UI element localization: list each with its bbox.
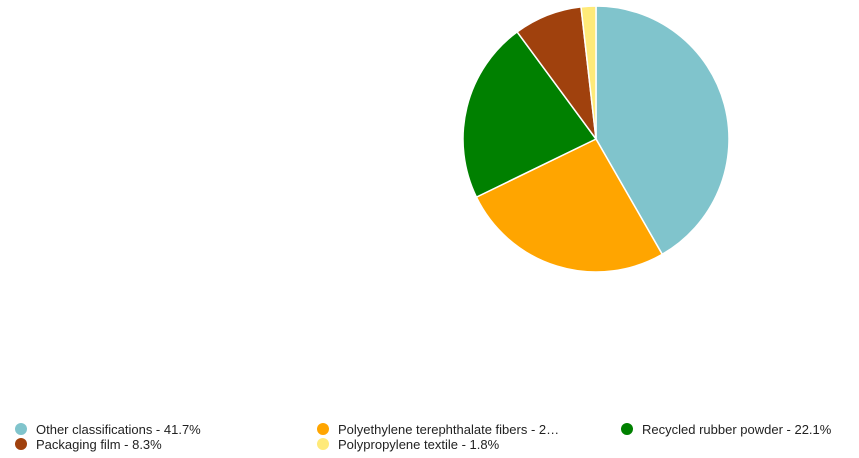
legend-item-pet-fibers[interactable]: Polyethylene terephthalate fibers - 2… bbox=[317, 422, 559, 437]
legend-item-other-classifications[interactable]: Other classifications - 41.7% bbox=[15, 422, 201, 437]
pie-slice-polyethylene-terephthalate-fibers[interactable] bbox=[475, 138, 664, 273]
legend-marker-packaging-film bbox=[15, 438, 27, 450]
legend-item-recycled-rubber-powder[interactable]: Recycled rubber powder - 22.1% bbox=[621, 422, 832, 437]
legend-item-packaging-film[interactable]: Packaging film - 8.3% bbox=[15, 437, 162, 452]
pie-slice-other-classifications[interactable] bbox=[595, 5, 730, 256]
legend-label-polypropylene-textile: Polypropylene textile - 1.8% bbox=[338, 437, 500, 452]
legend-marker-polypropylene-textile bbox=[317, 438, 329, 450]
legend-label-recycled-rubber-powder: Recycled rubber powder - 22.1% bbox=[642, 422, 832, 437]
pie-slice-recycled-rubber-powder[interactable] bbox=[462, 30, 598, 199]
legend-item-polypropylene-textile[interactable]: Polypropylene textile - 1.8% bbox=[317, 437, 500, 452]
pie-slices bbox=[462, 5, 730, 273]
legend-label-pet-fibers: Polyethylene terephthalate fibers - 2… bbox=[338, 422, 559, 437]
pie-slice-polypropylene-textile[interactable] bbox=[580, 5, 597, 140]
legend-marker-other-classifications bbox=[15, 423, 27, 435]
legend-marker-recycled-rubber-powder bbox=[621, 423, 633, 435]
legend-label-packaging-film: Packaging film - 8.3% bbox=[36, 437, 162, 452]
legend-label-other-classifications: Other classifications - 41.7% bbox=[36, 422, 201, 437]
legend: Other classifications - 41.7% Packaging … bbox=[15, 422, 832, 452]
legend-marker-pet-fibers bbox=[317, 423, 329, 435]
